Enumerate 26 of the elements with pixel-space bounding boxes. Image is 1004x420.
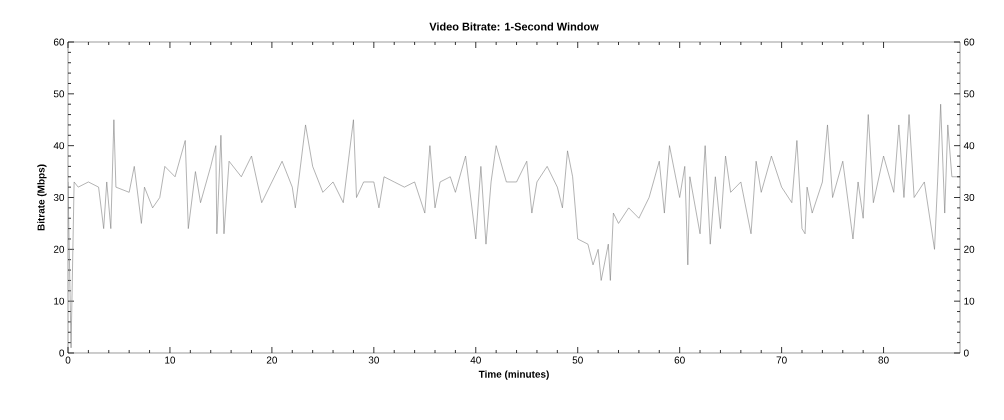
y2-tick-label: 30 <box>963 193 975 202</box>
x-tick-label: 10 <box>165 356 176 364</box>
y-tick-label: 60 <box>53 38 65 46</box>
x-tick-label: 50 <box>572 356 583 364</box>
y2-tick-label: 50 <box>963 90 975 98</box>
y2-tick-label: 60 <box>964 38 975 46</box>
x-tick-label: 70 <box>776 356 787 364</box>
y-tick-label: 10 <box>54 297 65 305</box>
y-tick-label: 20 <box>53 245 65 253</box>
x-axis-title: Time (minutes) <box>478 370 549 380</box>
y-axis-title: Bitrate (Mbps) <box>37 164 47 231</box>
y2-tick-label: 40 <box>963 142 975 150</box>
x-tick-label: 40 <box>470 356 481 364</box>
x-tick-label: 30 <box>368 356 379 364</box>
x-tick-label: 0 <box>65 356 71 364</box>
chart-title: Video Bitrate: 1-Second Window <box>429 22 599 31</box>
y2-tick-label: 20 <box>964 245 975 253</box>
y-tick-label: 30 <box>53 193 65 202</box>
x-tick-label: 80 <box>878 356 889 364</box>
y-tick-label: 50 <box>53 90 65 98</box>
x-tick-label: 20 <box>266 356 278 364</box>
y2-tick-label: 0 <box>963 349 969 357</box>
y-tick-label: 40 <box>53 142 65 150</box>
y2-tick-label: 10 <box>964 297 975 305</box>
y-tick-label: 0 <box>59 349 65 357</box>
x-tick-label: 60 <box>674 356 685 364</box>
